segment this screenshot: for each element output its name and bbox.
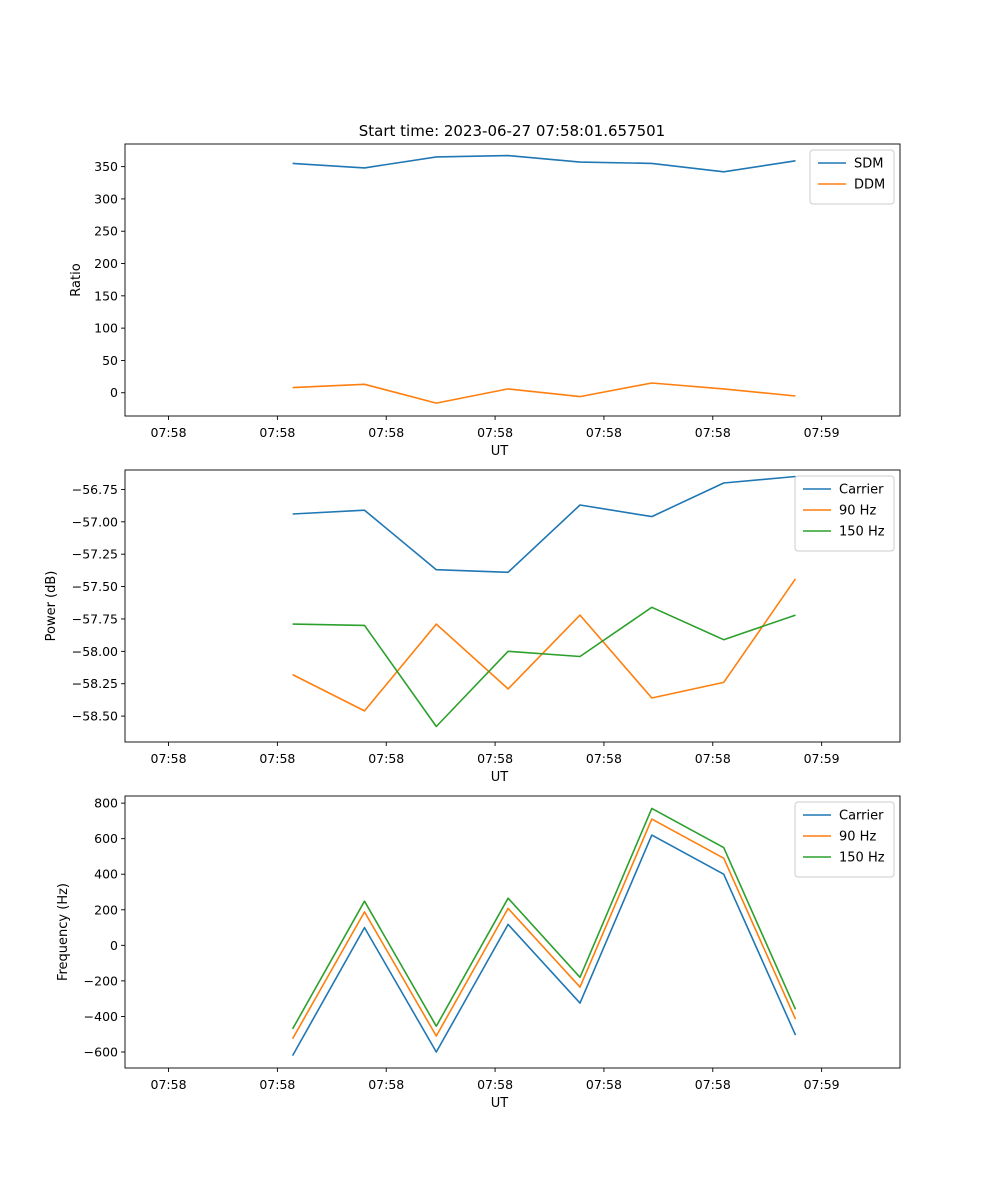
x-axis-label: UT bbox=[491, 444, 509, 459]
plot-area-frame bbox=[124, 143, 901, 417]
x-tick-label: 07:58 bbox=[368, 1077, 404, 1092]
x-tick-label: 07:58 bbox=[151, 751, 187, 766]
y-tick-label: −57.00 bbox=[72, 514, 118, 529]
x-tick-label: 07:59 bbox=[804, 751, 840, 766]
x-tick-label: 07:58 bbox=[368, 751, 404, 766]
x-tick-label: 07:58 bbox=[368, 425, 404, 440]
chart-panel-3: −600 −400 −200 0 200 400 600 800 07:58 07:58 07:58… bbox=[56, 795, 901, 1111]
x-tick-label: 07:59 bbox=[804, 425, 840, 440]
x-tick-label: 07:58 bbox=[259, 1077, 295, 1092]
x-tick-label: 07:59 bbox=[804, 1077, 840, 1092]
y-tick-label: −400 bbox=[84, 1009, 118, 1024]
y-tick-label: −58.25 bbox=[72, 676, 118, 691]
series-line-150-hz bbox=[292, 606, 796, 728]
x-axis-label: UT bbox=[491, 770, 509, 785]
y-tick-label: 400 bbox=[94, 867, 118, 882]
x-tick-label: 07:58 bbox=[259, 425, 295, 440]
y-tick-label: −200 bbox=[84, 973, 118, 988]
legend-entry: 90 Hz bbox=[839, 830, 876, 845]
legend-entry: SDM bbox=[854, 157, 883, 172]
legend-entry: DDM bbox=[854, 178, 885, 193]
series-line-90-hz bbox=[292, 578, 797, 712]
legend-entry: 90 Hz bbox=[839, 504, 876, 519]
y-tick-label: 200 bbox=[94, 256, 118, 271]
series-line-ddm bbox=[292, 382, 796, 404]
y-axis-label: Power (dB) bbox=[44, 571, 59, 642]
y-tick-label: −600 bbox=[84, 1045, 118, 1060]
chart-panels: 0 50 100 150 200 250 300 350 07:58 07:58 07:58 07:5… bbox=[44, 143, 901, 1111]
y-tick-label: 100 bbox=[94, 321, 118, 336]
x-tick-label: 07:58 bbox=[695, 425, 731, 440]
figure-title: Start time: 2023-06-27 07:58:01.657501 bbox=[359, 122, 665, 140]
plot-area-frame bbox=[124, 469, 901, 743]
legend: SDM DDM bbox=[809, 149, 895, 205]
y-axis-label: Ratio bbox=[69, 263, 84, 296]
y-tick-label: −58.00 bbox=[72, 644, 118, 659]
y-tick-label: 300 bbox=[94, 191, 118, 206]
y-tick-label: 0 bbox=[110, 385, 118, 400]
series-line-90-hz bbox=[291, 818, 797, 1040]
plot-area-frame bbox=[124, 795, 901, 1069]
x-tick-label: 07:58 bbox=[586, 425, 622, 440]
x-tick-label: 07:58 bbox=[586, 1077, 622, 1092]
x-tick-label: 07:58 bbox=[695, 751, 731, 766]
y-tick-label: 250 bbox=[94, 224, 118, 239]
y-tick-label: −57.50 bbox=[72, 579, 118, 594]
series-line-sdm bbox=[292, 154, 796, 173]
y-tick-label: −57.75 bbox=[72, 611, 118, 626]
y-tick-label: 150 bbox=[94, 288, 118, 303]
x-axis-label: UT bbox=[491, 1096, 509, 1111]
y-axis-label: Frequency (Hz) bbox=[56, 883, 71, 981]
y-tick-label: 350 bbox=[94, 159, 118, 174]
x-tick-label: 07:58 bbox=[151, 425, 187, 440]
y-tick-label: 600 bbox=[94, 831, 118, 846]
chart-panel-2: −58.50 −58.25 −58.00 −57.75 −57.50 −57.25 −57.… bbox=[44, 469, 901, 785]
x-tick-label: 07:58 bbox=[695, 1077, 731, 1092]
x-tick-label: 07:58 bbox=[477, 1077, 513, 1092]
y-tick-label: −57.25 bbox=[72, 547, 118, 562]
x-tick-label: 07:58 bbox=[586, 751, 622, 766]
x-tick-label: 07:58 bbox=[259, 751, 295, 766]
legend-entry: 150 Hz bbox=[839, 525, 885, 540]
legend-entry: Carrier bbox=[839, 483, 884, 498]
y-tick-label: 0 bbox=[110, 938, 118, 953]
series-line-carrier bbox=[291, 834, 797, 1056]
x-tick-label: 07:58 bbox=[477, 751, 513, 766]
y-tick-label: −56.75 bbox=[72, 482, 118, 497]
legend-box bbox=[794, 801, 895, 878]
legend-entry: Carrier bbox=[839, 809, 884, 824]
y-tick-label: 200 bbox=[94, 902, 118, 917]
x-tick-label: 07:58 bbox=[477, 425, 513, 440]
y-tick-label: −58.50 bbox=[72, 709, 118, 724]
legend-entry: 150 Hz bbox=[839, 851, 885, 866]
x-tick-label: 07:58 bbox=[151, 1077, 187, 1092]
series-line-150-hz bbox=[291, 807, 797, 1030]
legend: Carrier 90 Hz 150 Hz bbox=[794, 475, 895, 552]
series-line-carrier bbox=[292, 475, 796, 574]
chart-panel-1: 0 50 100 150 200 250 300 350 07:58 07:58 07:58 07:5… bbox=[69, 143, 901, 459]
legend: Carrier 90 Hz 150 Hz bbox=[794, 801, 895, 878]
legend-box bbox=[794, 475, 895, 552]
y-tick-label: 50 bbox=[102, 353, 118, 368]
y-tick-label: 800 bbox=[94, 796, 118, 811]
